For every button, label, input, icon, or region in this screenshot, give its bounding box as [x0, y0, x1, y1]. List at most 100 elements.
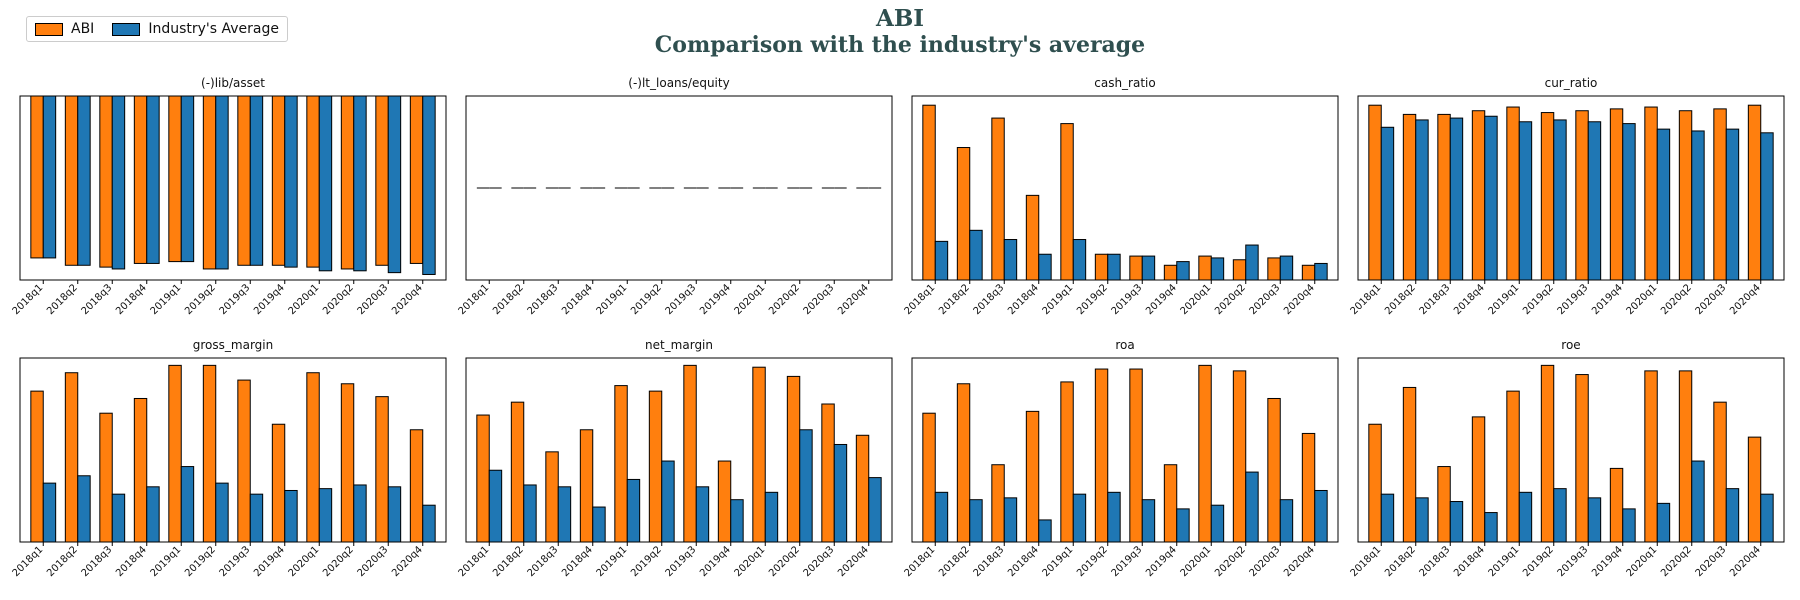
bar-industry-2020q2 — [799, 429, 813, 543]
x-tick-label: 2019q4 — [1590, 282, 1625, 317]
bar-industry-2019q1 — [180, 466, 195, 543]
bar-industry-2018q3 — [1003, 239, 1018, 281]
bar-industry-2018q2 — [1415, 497, 1429, 543]
bar-industry-2018q4 — [1038, 253, 1052, 281]
x-tick-label: 2020q1 — [733, 282, 768, 317]
subplot-frame — [465, 357, 893, 543]
bar-company-2018q2 — [64, 95, 79, 266]
bar-industry-2020q3 — [387, 95, 402, 274]
bar-industry-2018q1 — [488, 469, 503, 543]
bar-company-2020q2 — [1232, 259, 1247, 281]
bar-industry-2020q3 — [1725, 128, 1740, 281]
x-tick-label: 2018q3 — [80, 544, 115, 579]
figure-title-block: ABI Comparison with the industry's avera… — [0, 6, 1800, 59]
bar-industry-2019q3 — [249, 95, 264, 266]
bar-industry-2019q2 — [215, 95, 229, 270]
subplot-2: cash_ratio 2018q1 2018q2 2018q3 2018q4 2019q1… — [903, 76, 1339, 317]
x-tick-label: 2018q4 — [560, 544, 595, 579]
x-tick-label: 2018q3 — [80, 282, 115, 317]
x-tick-label: 2020q3 — [1694, 282, 1729, 317]
bar-industry-2018q3 — [111, 95, 126, 270]
bar-company-2020q4 — [855, 434, 870, 543]
bar-company-2018q4 — [1471, 416, 1486, 543]
bar-industry-2020q1 — [764, 491, 779, 543]
bar-industry-2018q2 — [1415, 119, 1429, 281]
x-tick-label: 2020q4 — [1282, 282, 1317, 317]
x-tick-label: 2019q1 — [1041, 544, 1076, 579]
x-tick-label: 2018q1 — [903, 544, 938, 579]
x-tick-label: 2019q3 — [1110, 282, 1145, 317]
bar-industry-2020q3 — [833, 443, 848, 543]
x-tick-label: 2020q1 — [1625, 544, 1660, 579]
bar-company-2018q3 — [991, 117, 1005, 281]
bar-company-2019q3 — [1575, 374, 1589, 543]
legend: ABI Industry's Average — [26, 16, 288, 42]
bar-industry-2018q3 — [1449, 117, 1464, 281]
x-tick-label: 2018q4 — [1452, 282, 1487, 317]
bar-company-2020q2 — [1232, 370, 1247, 543]
x-tick-label: 2018q2 — [491, 544, 526, 579]
bar-company-2019q1 — [1506, 106, 1520, 281]
x-tick-label: 2020q4 — [390, 282, 425, 317]
x-tick-label: 2019q3 — [1556, 282, 1591, 317]
x-tick-label: 2020q4 — [836, 282, 871, 317]
bar-company-2018q1 — [1368, 104, 1382, 281]
bar-company-2018q4 — [133, 95, 148, 264]
bar-company-2018q2 — [64, 372, 79, 543]
x-tick-label: 2020q3 — [356, 282, 391, 317]
bar-company-2020q3 — [375, 95, 389, 266]
bar-industry-2019q3 — [1587, 497, 1602, 543]
x-tick-label: 2020q4 — [836, 544, 871, 579]
bar-company-2018q4 — [1471, 110, 1486, 281]
bar-company-2018q3 — [1437, 113, 1451, 281]
subplot-frame — [911, 95, 1339, 281]
bar-industry-2019q1 — [1518, 491, 1533, 543]
legend-label-industry: Industry's Average — [148, 21, 279, 37]
bar-industry-2020q4 — [422, 95, 436, 275]
bar-industry-2020q3 — [387, 486, 402, 543]
x-tick-label: 2018q4 — [114, 282, 149, 317]
x-tick-label: 2019q1 — [1041, 282, 1076, 317]
bar-company-2020q3 — [375, 396, 389, 543]
x-tick-label: 2020q1 — [1179, 282, 1214, 317]
figure-subtitle: Comparison with the industry's average — [654, 32, 1146, 58]
x-tick-label: 2019q3 — [218, 544, 253, 579]
bar-industry-2019q4 — [1176, 261, 1190, 281]
bar-company-2018q1 — [922, 412, 936, 543]
x-tick-label: 2020q3 — [1694, 544, 1729, 579]
x-tick-label: 2018q1 — [11, 282, 46, 317]
bar-industry-2020q2 — [1691, 130, 1705, 281]
bar-company-2019q1 — [168, 364, 182, 543]
subplot-title: net_margin — [645, 338, 713, 352]
x-tick-label: 2020q3 — [1248, 544, 1283, 579]
x-tick-label: 2018q3 — [1418, 544, 1453, 579]
x-tick-label: 2018q3 — [972, 282, 1007, 317]
x-tick-label: 2019q3 — [1556, 544, 1591, 579]
subplot-title: cur_ratio — [1545, 76, 1598, 90]
x-tick-label: 2018q4 — [1006, 282, 1041, 317]
bar-company-2018q2 — [956, 147, 971, 281]
bar-company-2018q4 — [579, 429, 594, 543]
x-tick-label: 2018q1 — [903, 282, 938, 317]
x-tick-label: 2019q3 — [1110, 544, 1145, 579]
bar-industry-2019q2 — [215, 482, 229, 543]
bar-industry-2018q2 — [969, 499, 983, 543]
bar-industry-2018q1 — [1380, 493, 1395, 543]
bar-company-2019q4 — [1163, 264, 1178, 281]
x-tick-label: 2018q4 — [560, 282, 595, 317]
x-tick-label: 2019q3 — [664, 282, 699, 317]
x-tick-label: 2018q2 — [937, 544, 972, 579]
bar-industry-2020q1 — [318, 488, 333, 543]
x-tick-label: 2020q3 — [356, 544, 391, 579]
subplot-title: gross_margin — [193, 338, 273, 352]
x-tick-label: 2019q4 — [252, 282, 287, 317]
bar-company-2019q1 — [1060, 123, 1074, 281]
bar-company-2018q2 — [956, 383, 971, 543]
bar-industry-2019q4 — [1622, 123, 1636, 281]
bar-industry-2019q3 — [1141, 255, 1156, 281]
bar-industry-2019q1 — [1072, 239, 1087, 281]
subplot-5: net_margin 2018q1 2018q2 2018q3 2018q4 2019q1… — [457, 338, 893, 579]
bar-company-2020q4 — [1747, 436, 1762, 543]
bar-company-2019q3 — [237, 95, 251, 266]
bar-company-2018q2 — [1402, 386, 1417, 543]
